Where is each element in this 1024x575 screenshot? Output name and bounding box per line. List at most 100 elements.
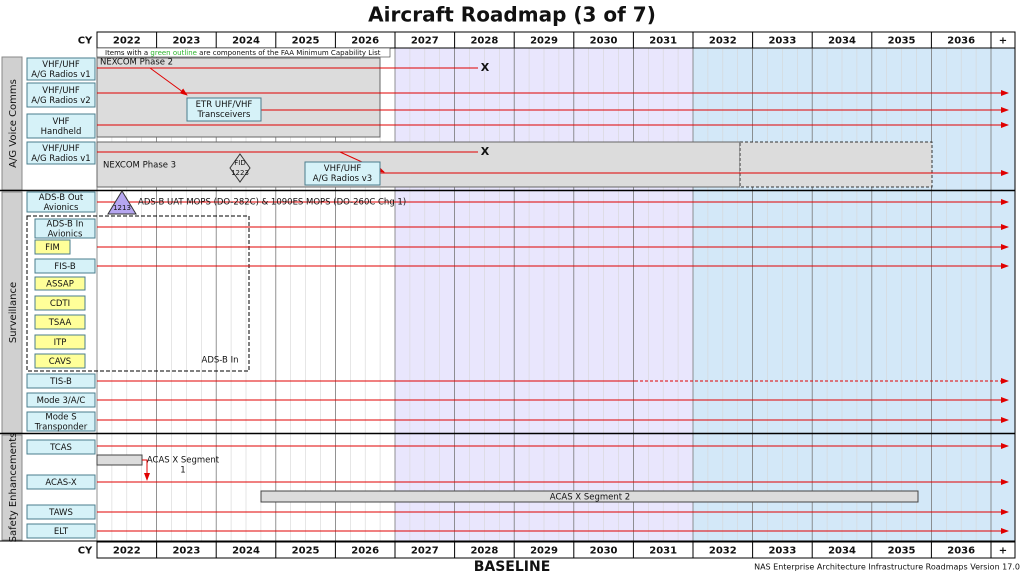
year-label: + xyxy=(999,546,1007,557)
year-label: 2027 xyxy=(411,546,439,557)
row-label: A/G Radios v2 xyxy=(31,96,90,106)
year-label: 2025 xyxy=(292,546,320,557)
row-label: Mode 3/A/C xyxy=(37,396,86,406)
adsb-mops: ADS-B UAT MOPS (DO-282C) & 1090ES MOPS (… xyxy=(138,198,406,208)
year-label: 2030 xyxy=(590,546,618,557)
year-label: 2030 xyxy=(590,36,618,47)
roadmap-arrow xyxy=(149,67,188,96)
note-box xyxy=(96,47,391,58)
acas-seg2-label: ACAS X Segment 2 xyxy=(550,493,630,503)
acas-seg1-arrow xyxy=(142,459,150,481)
row-label: Mode S xyxy=(45,413,76,423)
row-label-box xyxy=(26,113,96,139)
year-label: 2028 xyxy=(470,546,498,557)
group-label: A/G Voice Comms xyxy=(8,79,19,168)
row-label: Handheld xyxy=(41,127,82,137)
row-label-box xyxy=(26,411,96,432)
year-label: 2025 xyxy=(292,36,320,47)
year-label: 2024 xyxy=(232,36,260,47)
row-label-box xyxy=(34,239,71,255)
year-label: 2035 xyxy=(888,36,916,47)
row-label: CAVS xyxy=(49,357,71,367)
nexcom-phase2-label: NEXCOM Phase 2 xyxy=(100,58,173,68)
row-label: CDTI xyxy=(50,299,70,309)
nexcom-phase3-future xyxy=(739,141,933,188)
year-label: 2026 xyxy=(351,36,379,47)
year-label: 2034 xyxy=(828,546,856,557)
etr-box xyxy=(186,97,262,122)
year-label: 2022 xyxy=(113,36,141,47)
row-label: ASSAP xyxy=(46,280,74,290)
year-label: + xyxy=(999,36,1007,47)
row-label-box xyxy=(26,57,96,81)
row-label: FIM xyxy=(45,243,60,253)
nexcom-phase3 xyxy=(96,141,741,188)
row-label-box xyxy=(26,504,96,520)
row-label: Transponder xyxy=(34,423,88,433)
row-label-box xyxy=(26,82,96,108)
row-label: TIS-B xyxy=(49,377,72,387)
version: NAS Enterprise Architecture Infrastructu… xyxy=(754,563,1020,572)
adsb-in-group xyxy=(26,215,250,372)
year-label: 2029 xyxy=(530,546,558,557)
row-label: ACAS-X xyxy=(45,478,76,488)
row-label-box xyxy=(34,353,86,369)
row-label: ADS-B Out xyxy=(39,193,84,203)
row-label: VHF/UHF xyxy=(42,144,80,154)
row-label-box xyxy=(34,314,86,330)
year-label: 2034 xyxy=(828,36,856,47)
year-label: 2036 xyxy=(947,36,975,47)
adsb-triangle xyxy=(107,190,137,215)
row-label: ELT xyxy=(54,527,69,537)
fid-diamond xyxy=(229,153,251,183)
end-marker: X xyxy=(481,61,490,74)
group-label: Safety Enhancements xyxy=(8,433,19,543)
year-label: 2036 xyxy=(947,546,975,557)
row-label: FIS-B xyxy=(54,262,76,272)
note-part: Items with a xyxy=(105,49,150,57)
row-label-box xyxy=(26,474,96,490)
row-label: VHF/UHF xyxy=(42,60,80,70)
year-label: 2027 xyxy=(411,36,439,47)
row-label: VHF xyxy=(52,117,69,127)
year-label: 2024 xyxy=(232,546,260,557)
fid-label: 1223 xyxy=(231,169,249,177)
note-part: are components of the FAA Minimum Capabi… xyxy=(197,49,381,57)
group-band xyxy=(1,434,23,541)
cy-label: CY xyxy=(78,546,93,557)
adsb-triangle-label: 1213 xyxy=(113,204,131,212)
radios-v3-box xyxy=(304,161,381,186)
row-label-box xyxy=(26,373,96,389)
year-label: 2023 xyxy=(172,36,200,47)
year-label: 2032 xyxy=(709,546,737,557)
group-label: Surveillance xyxy=(8,282,19,343)
row-label-box xyxy=(26,141,96,165)
title: Aircraft Roadmap (3 of 7) xyxy=(368,3,656,27)
row-label: VHF/UHF xyxy=(42,86,80,96)
note-part: green outline xyxy=(150,49,197,57)
end-marker: X xyxy=(481,145,490,158)
row-label: A/G Radios v1 xyxy=(31,154,90,164)
row-label-box xyxy=(34,276,86,291)
row-label-box xyxy=(26,439,96,455)
row-label-box xyxy=(34,258,96,274)
note: Items with a green outline are component… xyxy=(105,49,381,57)
row-label: TSAA xyxy=(48,318,72,328)
year-label: 2029 xyxy=(530,36,558,47)
radios-v3-label: A/G Radios v3 xyxy=(313,174,372,184)
row-label-box xyxy=(26,191,96,213)
adsb-in-label: ADS-B In xyxy=(202,356,239,366)
row-label-box xyxy=(26,392,96,408)
row-label: Avionics xyxy=(48,230,83,240)
acas-seg1-bar xyxy=(96,454,143,466)
row-label: TAWS xyxy=(48,508,73,518)
acas-seg2-bar xyxy=(260,490,919,503)
acas-seg1-label: ACAS X Segment xyxy=(147,456,220,466)
row-label-box xyxy=(34,218,96,239)
cy-label: CY xyxy=(78,36,93,47)
row-label: ADS-B In xyxy=(47,220,84,230)
year-label: 2033 xyxy=(768,546,796,557)
row-label: ITP xyxy=(54,338,67,348)
